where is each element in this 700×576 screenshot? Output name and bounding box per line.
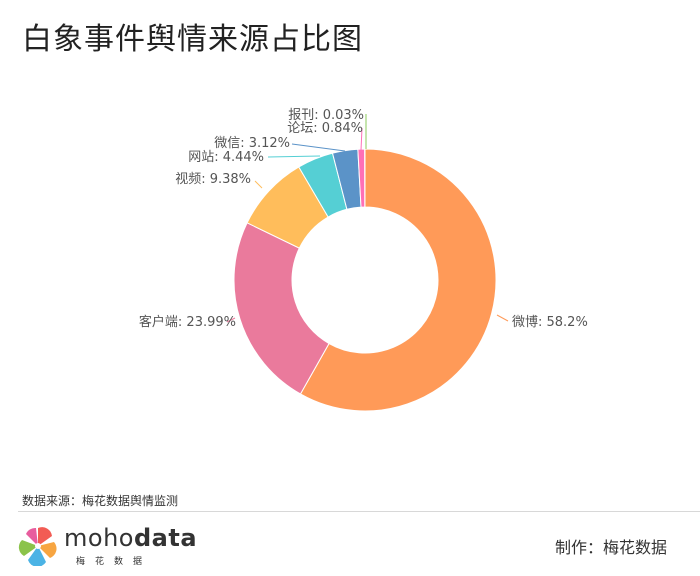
slice-label-视频: 视频: 9.38%: [175, 172, 251, 187]
credit-text: 制作：梅花数据: [555, 538, 668, 557]
chart-title: 白象事件舆情来源占比图: [22, 22, 363, 57]
leader-line-微信: [291, 143, 346, 152]
mohodata-logo: mohodata 梅花数据: [18, 524, 197, 567]
slice-label-客户端: 客户端: 23.99%: [139, 314, 236, 330]
brand-name: mohodata: [64, 524, 197, 552]
slice-label-微信: 微信: 3.12%: [214, 136, 290, 151]
leader-line-客户端: [226, 317, 236, 323]
slice-客户端: [233, 222, 330, 395]
leader-line-微博: [496, 314, 509, 322]
slice-label-报刊: 报刊: 0.03%: [288, 108, 364, 123]
pinwheel-logo-icon: [18, 527, 57, 566]
data-source-note: 数据来源：梅花数据舆情监测: [22, 494, 179, 508]
slice-label-微博: 微博: 58.2%: [512, 315, 588, 330]
footer-divider: [18, 511, 700, 512]
leader-line-论坛: [360, 127, 363, 151]
brand-name-bold: data: [133, 524, 198, 552]
slice-label-网站: 网站: 4.44%: [188, 150, 264, 165]
donut-chart: 微博: 58.2% 客户端: 23.99% 视频: 9.38% 网站: 4.44%微信…: [139, 108, 588, 412]
leader-line-网站: [267, 155, 321, 158]
brand-name-light: moho: [64, 524, 134, 552]
brand-subtitle: 梅花数据: [76, 557, 153, 567]
leader-line-视频: [254, 180, 263, 189]
slice-微博: [299, 148, 497, 412]
slice-label-论坛: 论坛: 0.84%: [287, 121, 363, 136]
